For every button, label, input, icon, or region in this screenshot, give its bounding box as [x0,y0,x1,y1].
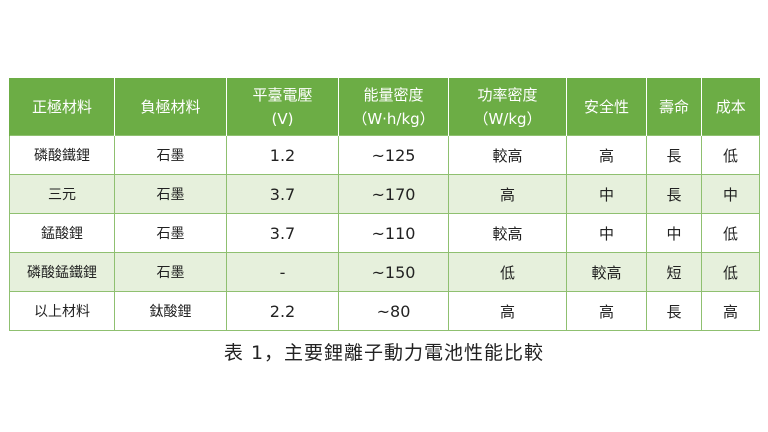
cell-cost: 低 [701,213,760,253]
cell-power-density: 較高 [448,213,567,253]
cell-cathode: 以上材料 [9,291,115,331]
cell-anode: 鈦酸鋰 [114,291,227,331]
battery-performance-table: 正極材料 負極材料 平臺電壓 (V) 能量密度 （W·h/kg） 功率密度 （W/kg… [9,78,760,331]
cell-cathode: 錳酸鋰 [9,213,115,253]
cell-lifespan: 中 [646,213,702,253]
table-header-row: 正極材料 負極材料 平臺電壓 (V) 能量密度 （W·h/kg） 功率密度 （W/kg… [9,78,760,136]
table-row: 錳酸鋰 石墨 3.7 ~110 較高 中 中 低 [9,213,760,253]
cell-cathode: 磷酸鐵鋰 [9,135,115,175]
cell-voltage: 2.2 [226,291,339,331]
cell-cathode: 三元 [9,174,115,214]
table-row: 三元 石墨 3.7 ~170 高 中 長 中 [9,174,760,214]
header-cost: 成本 [701,78,760,136]
cell-energy-density: ~110 [338,213,449,253]
cell-lifespan: 短 [646,252,702,292]
header-energy-density: 能量密度 （W·h/kg） [338,78,449,136]
table-row: 以上材料 鈦酸鋰 2.2 ~80 高 高 長 高 [9,291,760,331]
table-row: 磷酸錳鐵鋰 石墨 - ~150 低 較高 短 低 [9,252,760,292]
cell-lifespan: 長 [646,135,702,175]
cell-voltage: - [226,252,339,292]
cell-energy-density: ~170 [338,174,449,214]
cell-safety: 高 [566,291,647,331]
cell-power-density: 高 [448,291,567,331]
header-anode-material: 負極材料 [114,78,227,136]
table-caption: 表 1，主要鋰離子動力電池性能比較 [223,342,545,364]
cell-lifespan: 長 [646,174,702,214]
header-platform-voltage: 平臺電壓 (V) [226,78,339,136]
cell-anode: 石墨 [114,213,227,253]
table-row: 磷酸鐵鋰 石墨 1.2 ~125 較高 高 長 低 [9,135,760,175]
header-cathode-material: 正極材料 [9,78,115,136]
cell-energy-density: ~150 [338,252,449,292]
header-lifespan: 壽命 [646,78,702,136]
cell-cost: 低 [701,252,760,292]
cell-anode: 石墨 [114,252,227,292]
cell-safety: 較高 [566,252,647,292]
cell-cathode: 磷酸錳鐵鋰 [9,252,115,292]
cell-anode: 石墨 [114,135,227,175]
cell-energy-density: ~80 [338,291,449,331]
cell-energy-density: ~125 [338,135,449,175]
cell-voltage: 3.7 [226,174,339,214]
header-safety: 安全性 [566,78,647,136]
cell-safety: 中 [566,213,647,253]
cell-lifespan: 長 [646,291,702,331]
cell-safety: 中 [566,174,647,214]
cell-power-density: 高 [448,174,567,214]
header-power-density: 功率密度 （W/kg） [448,78,567,136]
cell-power-density: 較高 [448,135,567,175]
cell-voltage: 1.2 [226,135,339,175]
cell-power-density: 低 [448,252,567,292]
cell-cost: 低 [701,135,760,175]
cell-anode: 石墨 [114,174,227,214]
cell-safety: 高 [566,135,647,175]
cell-cost: 高 [701,291,760,331]
cell-cost: 中 [701,174,760,214]
cell-voltage: 3.7 [226,213,339,253]
